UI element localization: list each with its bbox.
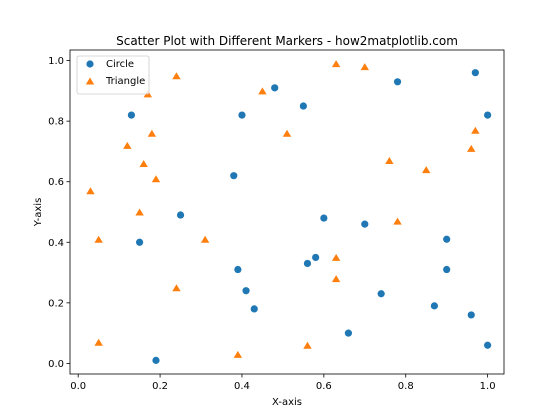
triangle-point <box>123 141 132 149</box>
plot-area-frame <box>69 49 505 375</box>
legend-triangle-marker <box>85 77 95 85</box>
circle-point <box>377 290 385 298</box>
y-axis: 0.0 0.2 0.4 0.6 0.8 1.0 <box>48 56 70 370</box>
y-tick-label: 0.8 <box>48 117 64 128</box>
triangle-point <box>258 87 267 95</box>
triangle-point <box>393 217 402 225</box>
triangle-point <box>303 341 312 349</box>
triangle-point <box>233 350 243 358</box>
triangle-point <box>172 284 181 292</box>
circle-point <box>312 253 320 262</box>
circle-point <box>320 214 328 222</box>
circle-point <box>443 265 451 274</box>
triangle-point <box>94 235 103 243</box>
circle-point <box>467 311 475 319</box>
triangle-point <box>172 72 181 80</box>
triangle-point <box>151 175 161 183</box>
circle-point <box>484 111 492 119</box>
circle-point <box>443 235 451 243</box>
circle-point <box>176 211 185 219</box>
circle-point <box>299 102 307 110</box>
triangle-point <box>94 338 103 346</box>
y-tick-label: 0.2 <box>48 298 64 309</box>
triangle-point <box>385 157 394 165</box>
triangle-point <box>282 129 292 137</box>
triangle-point <box>86 187 95 195</box>
circle-point <box>152 356 160 364</box>
circle-point <box>238 111 246 119</box>
legend-circle-marker <box>86 60 94 68</box>
x-tick-label: 0.6 <box>316 381 332 392</box>
circle-point <box>484 341 492 349</box>
y-tick-label: 1.0 <box>48 56 64 67</box>
triangle-point <box>135 208 144 216</box>
y-tick-label: 0.4 <box>48 238 64 249</box>
circle-point <box>234 265 242 274</box>
x-axis-label: X-axis <box>272 397 302 408</box>
circle-point <box>303 259 312 268</box>
circle-point <box>136 238 144 246</box>
x-tick-label: 0.0 <box>70 381 86 392</box>
circle-point <box>393 78 402 86</box>
y-axis-label: Y-axis <box>33 198 44 228</box>
triangle-point <box>139 160 148 168</box>
triangle-point <box>471 126 480 134</box>
data-points <box>86 60 492 364</box>
x-axis: 0.0 0.2 0.4 0.6 0.8 1.0 <box>70 374 496 392</box>
triangle-point <box>331 253 341 261</box>
circle-point <box>250 305 258 313</box>
circle-point <box>361 220 369 228</box>
triangle-point <box>200 235 210 243</box>
circle-point <box>344 329 353 337</box>
y-tick-label: 0.0 <box>48 359 64 370</box>
x-tick-label: 1.0 <box>480 381 496 392</box>
circle-point <box>127 111 136 119</box>
legend: Circle Triangle <box>76 55 150 95</box>
circle-point <box>242 287 250 295</box>
legend-label-circle: Circle <box>106 59 134 70</box>
chart-title: Scatter Plot with Different Markers - ho… <box>116 34 458 48</box>
triangle-point <box>331 275 341 283</box>
x-tick-label: 0.8 <box>398 381 414 392</box>
circle-point <box>230 172 238 180</box>
triangle-point <box>360 63 369 71</box>
triangle-point <box>422 166 431 174</box>
y-tick-label: 0.6 <box>48 177 64 188</box>
legend-box <box>76 55 150 95</box>
triangle-point <box>467 144 476 152</box>
circle-point <box>271 84 279 92</box>
legend-label-triangle: Triangle <box>105 76 145 87</box>
circle-point <box>430 302 438 310</box>
triangle-point <box>331 60 341 68</box>
triangle-point <box>147 129 157 137</box>
x-tick-label: 0.2 <box>152 381 168 392</box>
x-tick-label: 0.4 <box>234 381 250 392</box>
circle-point <box>471 69 479 77</box>
